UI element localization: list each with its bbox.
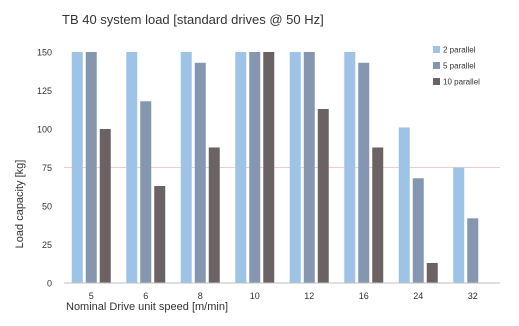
x-tick-label: 10 [250, 291, 260, 301]
legend-swatch [433, 46, 440, 53]
y-tick-label: 125 [37, 86, 52, 96]
bar-5-parallel-10 [249, 52, 260, 283]
bar-10-parallel-12 [318, 109, 329, 283]
legend-swatch [433, 62, 440, 69]
x-tick-labels: 5 6 8 10 12 16 24 32 [89, 291, 478, 301]
bar-2-parallel-6 [126, 52, 137, 283]
x-axis-label: Nominal Drive unit speed [m/min] [66, 301, 228, 313]
y-tick-label: 100 [37, 125, 52, 135]
y-tick-label: 25 [42, 240, 52, 250]
y-tick-label: 150 [37, 48, 52, 58]
legend-label: 10 parallel [443, 78, 480, 87]
bar-10-parallel-6 [154, 186, 165, 283]
bar-10-parallel-16 [372, 147, 383, 283]
legend-label: 5 parallel [443, 62, 476, 71]
bar-5-parallel-32 [467, 218, 478, 283]
bar-2-parallel-32 [453, 168, 464, 284]
x-tick-label: 16 [359, 291, 369, 301]
legend-label: 2 parallel [443, 46, 476, 55]
y-tick-label: 0 [47, 279, 52, 289]
bar-2-parallel-5 [72, 52, 83, 283]
bar-10-parallel-8 [209, 147, 220, 283]
bar-10-parallel-5 [100, 129, 111, 283]
bar-2-parallel-10 [235, 52, 246, 283]
bar-2-parallel-12 [290, 52, 301, 283]
bar-5-parallel-6 [140, 101, 151, 283]
x-tick-label: 12 [304, 291, 314, 301]
bar-5-parallel-8 [195, 63, 206, 283]
bar-2-parallel-24 [399, 127, 410, 283]
legend: 2 parallel 5 parallel 10 parallel [433, 46, 480, 87]
x-tick-label: 32 [468, 291, 478, 301]
y-axis-label: Load capacity [kg] [14, 160, 26, 249]
x-tick-label: 6 [143, 291, 148, 301]
y-tick-label: 50 [42, 202, 52, 212]
y-tick-label: 75 [42, 163, 52, 173]
bar-2-parallel-8 [181, 52, 192, 283]
x-tick-label: 8 [198, 291, 203, 301]
bar-5-parallel-5 [86, 52, 97, 283]
x-tick-label: 5 [89, 291, 94, 301]
chart-title: TB 40 system load [standard drives @ 50 … [62, 12, 324, 27]
bar-2-parallel-16 [344, 52, 355, 283]
bar-10-parallel-24 [427, 263, 438, 283]
bar-5-parallel-16 [358, 63, 369, 283]
legend-swatch [433, 78, 440, 85]
bar-5-parallel-12 [304, 52, 315, 283]
bar-10-parallel-10 [263, 52, 274, 283]
bar-5-parallel-24 [413, 178, 424, 283]
x-tick-label: 24 [413, 291, 423, 301]
y-tick-labels: 0 25 50 75 100 125 150 [37, 48, 52, 289]
